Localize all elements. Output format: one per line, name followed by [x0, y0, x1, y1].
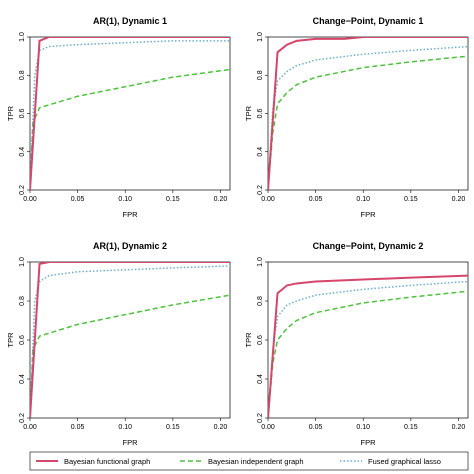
- legend: Bayesian functional graph Bayesian indep…: [29, 451, 469, 471]
- chart-panel-4: Change−Point, Dynamic 2 0.00 0.05 0.10 0.15 0…: [244, 241, 469, 447]
- y-tick-label: 0.2: [19, 185, 26, 195]
- x-axis-label: FPR: [123, 438, 139, 447]
- y-tick-label: 0.8: [257, 70, 264, 80]
- y-tick-label: 0.4: [257, 374, 264, 384]
- y-tick-label: 0.2: [257, 185, 264, 195]
- series-line-bayesian-independent-graph: [30, 68, 230, 190]
- x-axis-label: FPR: [361, 438, 377, 447]
- x-tick-label: 0.10: [356, 196, 370, 203]
- chart-panel-3: AR(1), Dynamic 2 0.00 0.05 0.10 0.15 0.20 0.2 0…: [6, 241, 231, 447]
- legend-label-fused-graphical-lasso: Fused graphical lasso: [368, 457, 441, 466]
- x-tick-label: 0.10: [356, 424, 370, 431]
- y-tick-label: 1.0: [257, 257, 264, 267]
- y-tick-label: 0.8: [19, 296, 26, 306]
- panel-title: Change−Point, Dynamic 2: [313, 241, 424, 251]
- y-tick-label: 0.6: [19, 335, 26, 345]
- legend-label-bayesian-functional-graph: Bayesian functional graph: [64, 457, 150, 466]
- x-tick-label: 0.05: [309, 424, 323, 431]
- y-axis-label: TPR: [244, 105, 253, 121]
- x-axis-label: FPR: [123, 210, 139, 219]
- series-line-bayesian-functional-graph: [30, 37, 230, 190]
- x-tick-label: 0.05: [309, 196, 323, 203]
- x-tick-label: 0.20: [214, 196, 228, 203]
- series-line-bayesian-functional-graph: [30, 262, 230, 418]
- y-tick-label: 0.2: [19, 413, 26, 423]
- x-tick-label: 0.15: [404, 196, 418, 203]
- y-tick-label: 0.4: [19, 147, 26, 157]
- y-tick-label: 0.2: [257, 413, 264, 423]
- chart-panel-1: AR(1), Dynamic 1 0.00 0.05 0.10 0.15 0.20 0.2 0…: [6, 16, 231, 219]
- y-axis-label: TPR: [244, 332, 253, 348]
- x-tick-label: 0.20: [452, 196, 466, 203]
- x-axis-label: FPR: [361, 210, 377, 219]
- x-tick-label: 0.15: [166, 196, 180, 203]
- y-tick-label: 1.0: [19, 32, 26, 42]
- plot-frame: [29, 36, 231, 191]
- series-line-fused-graphical-lasso: [268, 280, 468, 418]
- x-tick-label: 0.10: [118, 196, 132, 203]
- panel-title: Change−Point, Dynamic 1: [313, 16, 424, 26]
- x-tick-label: 0.00: [261, 196, 275, 203]
- x-tick-label: 0.10: [118, 424, 132, 431]
- legend-box: [29, 451, 469, 471]
- y-tick-label: 0.4: [257, 147, 264, 157]
- legend-label-bayesian-independent-graph: Bayesian independent graph: [208, 457, 304, 466]
- x-tick-label: 0.05: [71, 196, 85, 203]
- y-axis-label: TPR: [6, 105, 15, 121]
- panel-title: AR(1), Dynamic 2: [93, 241, 167, 251]
- series-line-bayesian-functional-graph: [268, 37, 468, 190]
- y-tick-label: 1.0: [257, 32, 264, 42]
- y-tick-label: 0.6: [19, 109, 26, 119]
- x-tick-label: 0.00: [23, 424, 37, 431]
- series-line-fused-graphical-lasso: [30, 40, 230, 190]
- series-line-bayesian-independent-graph: [30, 294, 230, 418]
- x-tick-label: 0.05: [71, 424, 85, 431]
- x-tick-label: 0.00: [261, 424, 275, 431]
- y-tick-label: 0.4: [19, 374, 26, 384]
- series-line-fused-graphical-lasso: [30, 265, 230, 418]
- x-tick-label: 0.20: [214, 424, 228, 431]
- x-tick-label: 0.15: [404, 424, 418, 431]
- series-line-fused-graphical-lasso: [268, 45, 468, 190]
- y-tick-label: 0.6: [257, 109, 264, 119]
- panel-title: AR(1), Dynamic 1: [93, 16, 167, 26]
- x-tick-label: 0.00: [23, 196, 37, 203]
- chart-panel-2: Change−Point, Dynamic 1 0.00 0.05 0.10 0.15 0…: [244, 16, 469, 219]
- plot-frame: [29, 261, 231, 419]
- x-tick-label: 0.15: [166, 424, 180, 431]
- series-line-bayesian-functional-graph: [268, 274, 468, 418]
- y-axis-label: TPR: [6, 332, 15, 348]
- series-line-bayesian-independent-graph: [268, 55, 468, 190]
- chart-panels: AR(1), Dynamic 10.00 0.05 0.10 0.15 0.200.20…: [6, 16, 469, 447]
- y-tick-label: 0.8: [19, 70, 26, 80]
- plot-frame: [267, 261, 469, 419]
- x-tick-label: 0.20: [452, 424, 466, 431]
- y-tick-label: 0.8: [257, 296, 264, 306]
- y-tick-label: 0.6: [257, 335, 264, 345]
- plot-frame: [267, 36, 469, 191]
- series-line-bayesian-independent-graph: [268, 290, 468, 418]
- y-tick-label: 1.0: [19, 257, 26, 267]
